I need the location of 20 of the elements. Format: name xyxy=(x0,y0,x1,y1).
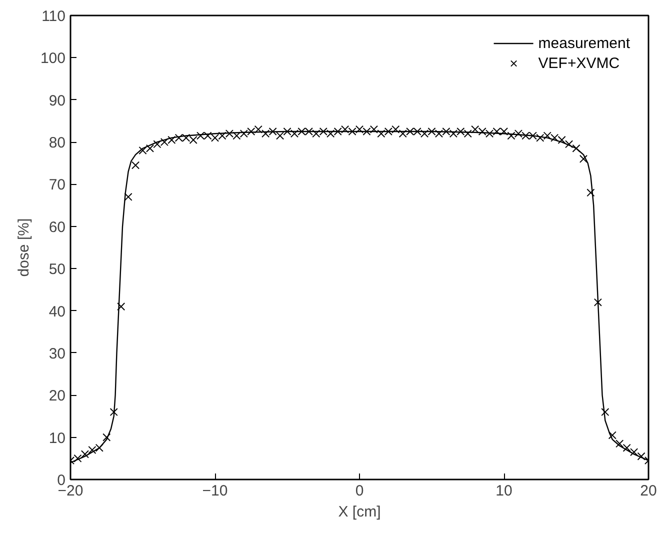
y-tick-label: 100 xyxy=(40,50,66,68)
y-tick-label: 10 xyxy=(48,430,66,447)
x-tick-label: 0 xyxy=(355,482,364,500)
y-tick-label: 80 xyxy=(48,134,66,152)
y-tick-label: 50 xyxy=(48,261,66,278)
legend-label: VEF+XVMC xyxy=(538,54,620,72)
y-tick-label: 70 xyxy=(48,176,66,194)
y-tick-label: 0 xyxy=(57,472,66,489)
y-tick-label: 40 xyxy=(48,303,66,320)
y-tick-label: 20 xyxy=(48,388,66,405)
legend-label: measurement xyxy=(538,34,630,52)
y-axis-title: dose [%] xyxy=(15,218,32,277)
y-tick-label: 30 xyxy=(48,345,66,362)
y-tick-label: 60 xyxy=(48,218,66,236)
x-axis-title: X [cm] xyxy=(338,504,381,520)
x-tick-label: 10 xyxy=(496,482,512,500)
y-tick-label: 90 xyxy=(48,92,66,110)
y-tick-label: 110 xyxy=(42,8,66,25)
x-tick-label: 20 xyxy=(640,482,657,500)
x-tick-label: −10 xyxy=(202,482,228,500)
